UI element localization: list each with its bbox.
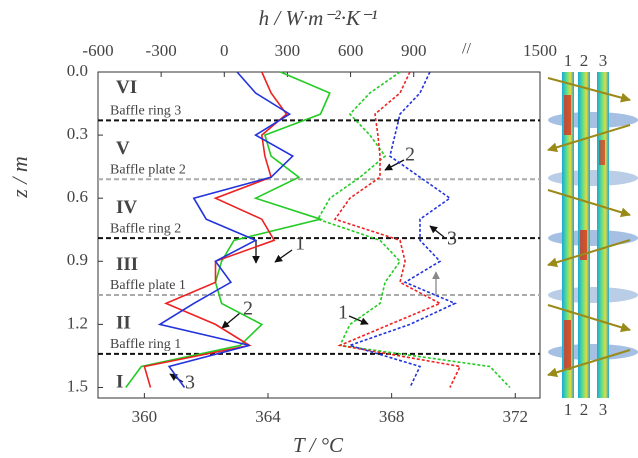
baffle-label: Baffle ring 2 [110,221,181,236]
x2-axis-title: h / W·m⁻²·K⁻¹ [259,6,378,30]
illustration [547,72,638,398]
x2-tick-label: 600 [338,41,364,60]
x2-tick-label: -600 [82,41,113,60]
pipe-label: 3 [599,400,608,419]
baffle-label: Baffle plate 1 [110,278,186,293]
x2-tick-label: 300 [275,41,301,60]
region-label: V [116,138,130,159]
h-profile-line [316,71,511,389]
series-annotation: 3 [185,372,195,394]
region-label: I [116,372,123,393]
t-profile-line [143,71,288,388]
pipe-label: 1 [564,51,573,70]
x-tick-label: 368 [379,407,405,426]
y-axis-title: z / m [7,156,32,199]
x2-tick-label: 1500 [523,41,557,60]
h-profile-line [333,71,462,388]
x-tick-label: 372 [503,407,529,426]
region-label: III [116,254,138,275]
pointer-arrows [169,159,445,383]
y-tick-label: 0.3 [67,124,88,143]
t-profile-line [157,71,295,388]
series-annotation: 2 [243,298,253,320]
h-profile-line [347,71,457,388]
x2-tick-label: -300 [146,41,177,60]
x-tick-label: 364 [255,407,281,426]
baffle-label: Baffle ring 3 [110,104,181,119]
y-tick-label: 1.5 [67,376,88,395]
x2-tick-label: 900 [401,41,427,60]
baffle-label: Baffle plate 2 [110,162,186,177]
pipe-label: 2 [580,400,589,419]
x-axis-title: T / °C [293,433,344,457]
pipe-label: 3 [599,51,608,70]
region-label: II [116,313,131,334]
series-annotation: 3 [447,228,457,250]
t-profile-line [125,71,331,388]
y-tick-label: 1.2 [67,313,88,332]
axis-break: // [462,41,471,58]
baffle-label: Baffle ring 1 [110,337,181,352]
pipe-label: 2 [580,51,589,70]
x2-tick-label: 0 [220,41,229,60]
region-label: VI [116,77,137,98]
series-annotation: 1 [295,233,305,255]
y-tick-label: 0.0 [67,61,88,80]
series-annotation: 1 [338,302,348,324]
region-label: IV [116,197,137,218]
y-tick-label: 0.6 [67,187,88,206]
x-tick-label: 360 [132,407,158,426]
series-annotation: 2 [405,144,415,166]
y-tick-label: 0.9 [67,250,88,269]
plot-frame [97,71,541,399]
pipe-label: 1 [564,400,573,419]
